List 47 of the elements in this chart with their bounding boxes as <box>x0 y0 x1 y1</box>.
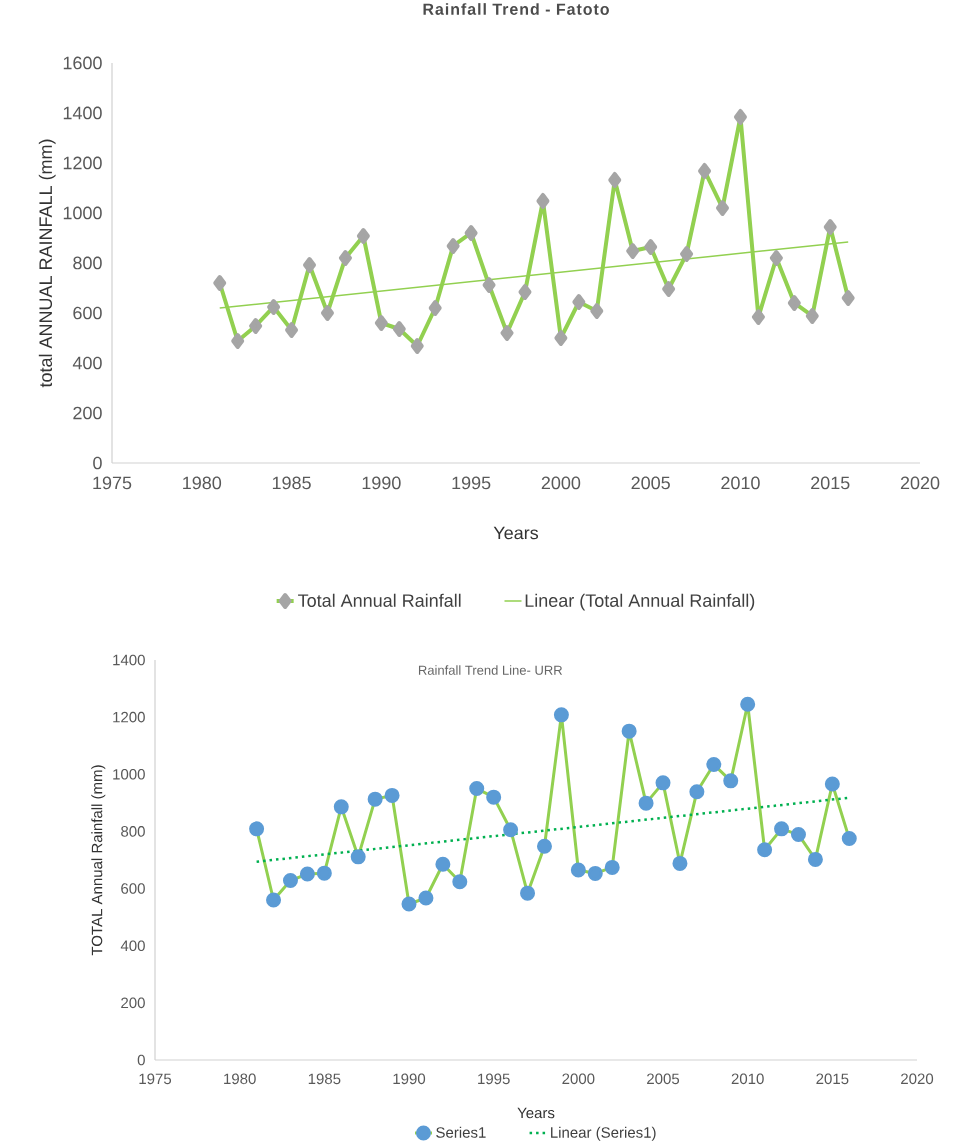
chart-title: Rainfall Trend Line- URR <box>418 665 563 675</box>
x-tick-label: 1975 <box>139 1073 172 1085</box>
y-tick-label: 1000 <box>113 768 145 780</box>
x-tick-label: 1995 <box>452 476 491 490</box>
y-tick-label: 400 <box>72 356 102 370</box>
x-tick-label: 2010 <box>721 476 760 490</box>
y-tick-label: 1000 <box>63 206 102 220</box>
x-axis-title: Years <box>517 1107 555 1119</box>
x-tick-label: 1985 <box>308 1073 341 1085</box>
y-tick-label: 600 <box>73 306 102 320</box>
x-tick-label: 1995 <box>478 1073 510 1085</box>
legend-label: Linear (Total Annual Rainfall) <box>525 593 755 611</box>
chart-title: Rainfall Trend - Fatoto <box>423 3 609 15</box>
y-tick-label: 1400 <box>63 106 102 120</box>
x-tick-label: 1985 <box>272 476 311 490</box>
x-tick-label: 2000 <box>562 1073 595 1085</box>
x-tick-label: 2020 <box>900 476 940 490</box>
x-tick-label: 2015 <box>816 1073 849 1085</box>
x-tick-label: 1980 <box>183 476 222 490</box>
y-tick-label: 200 <box>73 406 102 420</box>
x-tick-label: 2015 <box>811 476 850 490</box>
legend-label: Linear (Series1) <box>551 1126 656 1141</box>
x-tick-label: 2010 <box>731 1073 764 1085</box>
y-tick-label: 1200 <box>63 156 102 170</box>
y-tick-label: 600 <box>121 883 145 894</box>
y-tick-label: 400 <box>120 940 145 952</box>
x-tick-label: 1975 <box>93 476 132 490</box>
x-tick-label: 1990 <box>362 476 401 490</box>
y-tick-label: 0 <box>137 1054 145 1066</box>
y-tick-label: 1200 <box>113 711 145 723</box>
y-tick-label: 1400 <box>113 654 145 666</box>
y-tick-label: 200 <box>121 997 145 1009</box>
x-tick-label: 1980 <box>224 1073 256 1085</box>
legend-label: Total Annual Rainfall <box>298 593 461 607</box>
y-axis-title: total ANNUAL RAINFALL (mm) <box>38 139 56 388</box>
x-tick-label: 2005 <box>647 1073 680 1085</box>
y-axis-title: TOTAL Annual Rainfall (mm) <box>91 765 106 956</box>
x-tick-label: 2005 <box>631 476 670 490</box>
x-tick-label: 2000 <box>541 476 581 490</box>
y-tick-label: 800 <box>73 256 102 270</box>
legend-label: Series1 <box>436 1126 486 1138</box>
y-tick-label: 1600 <box>63 56 102 70</box>
y-tick-label: 800 <box>121 826 145 837</box>
x-tick-label: 1990 <box>393 1073 426 1085</box>
x-axis-title: Years <box>493 526 539 540</box>
x-tick-label: 2020 <box>901 1073 934 1085</box>
y-tick-label: 0 <box>93 456 102 470</box>
